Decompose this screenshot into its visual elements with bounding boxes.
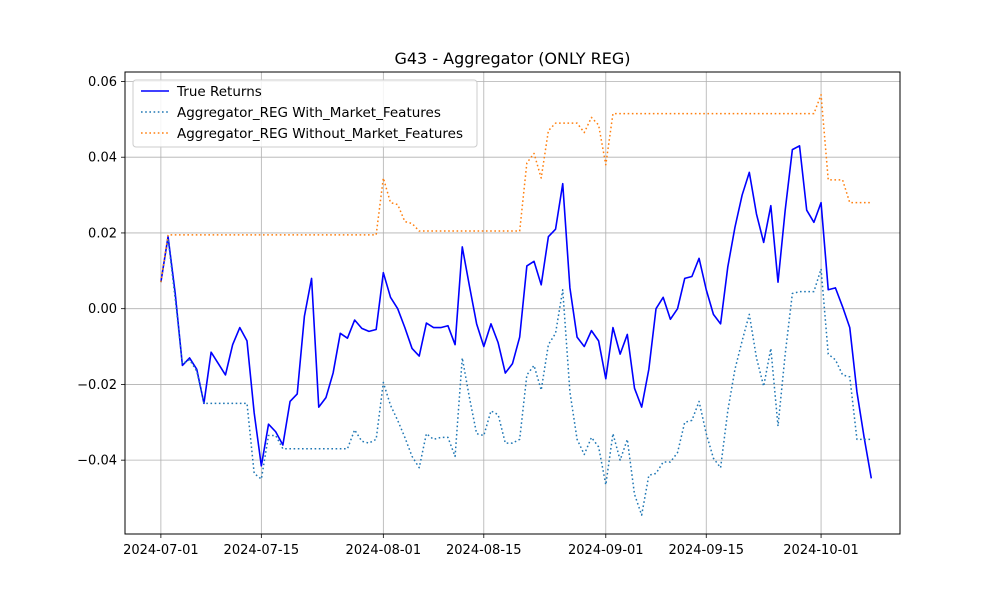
chart-title: G43 - Aggregator (ONLY REG) xyxy=(394,49,630,68)
plot-area-frame xyxy=(124,71,901,535)
legend-label: True Returns xyxy=(176,84,262,100)
x-tick-label: 2024-08-01 xyxy=(346,543,422,558)
x-tick-label: 2024-08-15 xyxy=(446,543,522,558)
legend-label: Aggregator_REG Without_Market_Features xyxy=(177,126,463,142)
x-tick-label: 2024-10-01 xyxy=(783,543,859,558)
axis-layer: 2024-07-01 2024-07-15 2024-08-01 2024-08-15… xyxy=(77,75,859,558)
y-tick-label: 0.04 xyxy=(88,151,117,166)
legend-box xyxy=(132,79,478,148)
y-tick-label: 0.02 xyxy=(88,226,117,241)
x-tick-label: 2024-07-01 xyxy=(123,543,199,558)
x-tick-label: 2024-09-15 xyxy=(668,543,744,558)
legend-label: Aggregator_REG With_Market_Features xyxy=(177,105,441,121)
x-tick-label: 2024-07-15 xyxy=(224,543,300,558)
series-line-true-returns xyxy=(160,145,873,479)
y-tick-label: −0.02 xyxy=(77,378,117,393)
grid-layer xyxy=(125,72,900,534)
y-tick-label: −0.04 xyxy=(77,454,117,469)
legend: True Returns Aggregator_REG With_Market_F… xyxy=(132,79,478,148)
series-line-aggregator-reg-with-market-features xyxy=(160,237,872,516)
series-line-aggregator-reg-without-market-features xyxy=(160,93,872,283)
y-tick-label: 0.00 xyxy=(88,302,117,317)
y-tick-label: 0.06 xyxy=(88,75,117,90)
series-layer xyxy=(160,93,873,516)
x-tick-label: 2024-09-01 xyxy=(568,543,644,558)
